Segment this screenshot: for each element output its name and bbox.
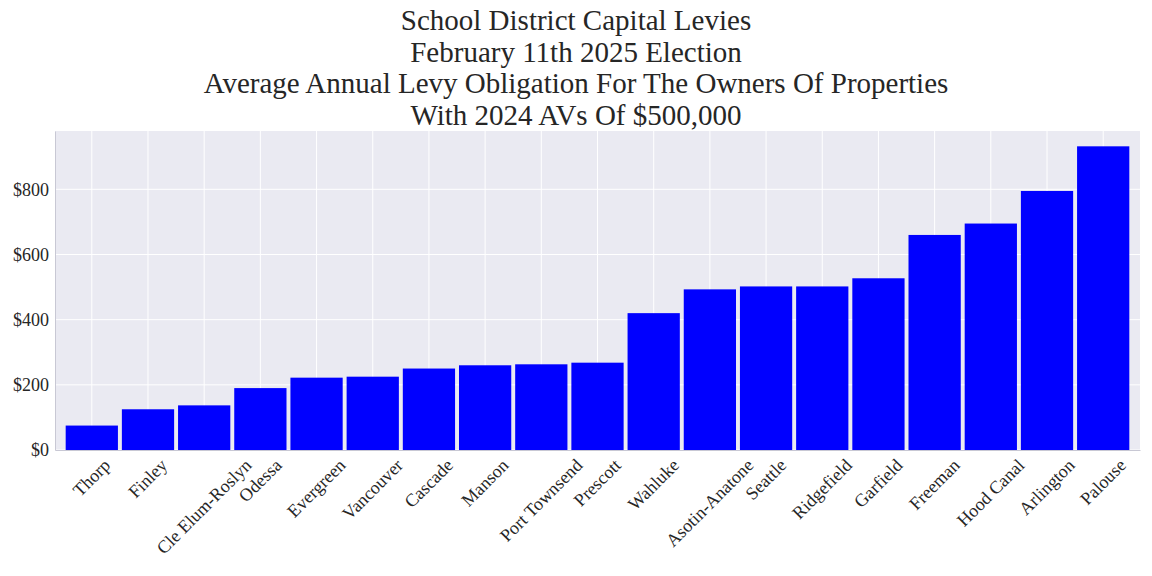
tick-label: Finley [124, 455, 171, 502]
bar [740, 286, 792, 450]
tick-label: Wahluke [624, 455, 683, 514]
bars [66, 146, 1130, 450]
bar [909, 235, 961, 450]
bar [852, 278, 904, 450]
tick-label: $600 [13, 245, 49, 265]
tick: Arlington [1015, 450, 1079, 519]
bar [234, 388, 286, 450]
tick: Vancouver [338, 450, 407, 524]
title: School District Capital LeviesFebruary 1… [204, 4, 949, 131]
tick-label: $200 [13, 375, 49, 395]
grid [55, 131, 1140, 450]
bar [178, 405, 230, 450]
tick: $0 [31, 440, 55, 460]
bar [796, 286, 848, 450]
tick: $400 [13, 310, 55, 330]
tick-label: Odessa [235, 455, 286, 506]
tick-label: $800 [13, 180, 49, 200]
tick: Prescott [570, 450, 625, 510]
bar [684, 289, 736, 450]
y-axis: $0 $200 $400 $600 $800 [13, 132, 56, 461]
tick: Freeman [905, 450, 964, 514]
tick: Thorp [69, 450, 114, 500]
tick-label: Ridgefield [788, 455, 856, 523]
bar [1077, 146, 1129, 450]
bar [122, 409, 174, 450]
tick: Wahluke [624, 450, 683, 514]
x-axis: ThorpFinleyCle Elum-RoslynOdessaEvergree… [56, 450, 1141, 558]
tick-label: Thorp [69, 455, 114, 500]
tick-label: Asotin-Anatone [662, 455, 757, 550]
tick: Cascade [400, 450, 457, 512]
tick-label: Cle Elum-Roslyn [153, 455, 256, 558]
tick-label: Vancouver [338, 455, 407, 524]
bar [66, 426, 118, 450]
tick: Manson [457, 450, 512, 510]
bar [571, 363, 623, 450]
bar [459, 365, 511, 450]
tick: Garfield [850, 450, 907, 512]
bar [965, 224, 1017, 450]
tick: $800 [13, 180, 55, 200]
tick: $200 [13, 375, 55, 395]
tick: Cle Elum-Roslyn [153, 450, 256, 558]
bar [515, 364, 567, 450]
axis-line [55, 132, 56, 451]
bar [1021, 191, 1073, 450]
tick: Odessa [235, 450, 286, 506]
tick: Palouse [1076, 450, 1130, 509]
tick-label: Manson [457, 455, 512, 510]
grid-line [91, 131, 92, 450]
tick-label: Prescott [570, 455, 625, 510]
bar [290, 378, 342, 450]
tick-label: Palouse [1076, 455, 1130, 509]
bar [403, 369, 455, 450]
grid-line [147, 131, 148, 450]
tick: Asotin-Anatone [662, 450, 757, 551]
plot-background [55, 131, 1140, 450]
tick-label: $400 [13, 310, 49, 330]
tick-label: Seattle [742, 455, 791, 504]
tick: $600 [13, 245, 55, 265]
bar [347, 377, 399, 450]
tick-label: Hood Canal [953, 455, 1028, 530]
tick: Finley [124, 450, 171, 502]
axis-line [56, 450, 1141, 451]
tick-label: Cascade [400, 455, 457, 512]
grid-line [204, 131, 205, 450]
bar [628, 313, 680, 450]
tick: Hood Canal [953, 450, 1028, 530]
tick: Ridgefield [788, 450, 856, 523]
tick: Seattle [742, 450, 791, 504]
tick-label: Garfield [850, 455, 907, 512]
tick-label: Freeman [905, 455, 964, 514]
tick-label: Arlington [1015, 455, 1079, 519]
tick-label: $0 [31, 440, 49, 460]
